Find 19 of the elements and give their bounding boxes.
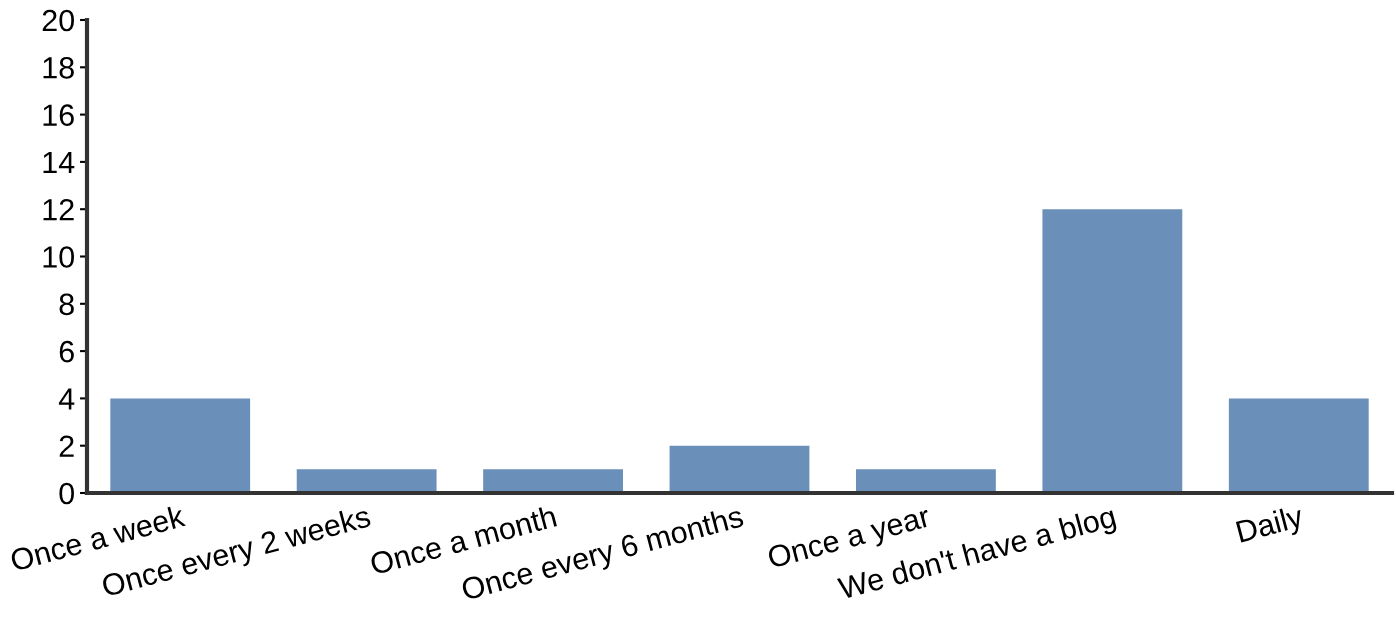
- y-tick-label: 6: [59, 340, 74, 363]
- y-tick-label: 8: [59, 293, 74, 316]
- bar: [856, 469, 996, 493]
- bar: [483, 469, 623, 493]
- y-tick-label: 12: [43, 198, 74, 221]
- y-tick-label: 10: [43, 246, 74, 268]
- x-tick-label: Daily: [1235, 504, 1307, 549]
- bar: [296, 469, 437, 493]
- y-tick-label: 20: [42, 9, 74, 32]
- bar: [110, 398, 251, 493]
- y-tick-label: 0: [59, 482, 74, 505]
- y-tick-label: 18: [43, 57, 74, 79]
- bar: [1228, 398, 1369, 493]
- bar: [669, 445, 810, 493]
- y-tick-label: 2: [59, 435, 74, 457]
- y-tick-label: 16: [43, 104, 74, 126]
- y-tick-label: 14: [43, 151, 75, 173]
- bar: [1042, 209, 1183, 493]
- y-tick-label: 4: [58, 388, 75, 410]
